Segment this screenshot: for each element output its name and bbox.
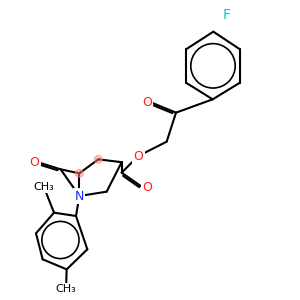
Text: CH₃: CH₃ — [56, 284, 76, 294]
Text: F: F — [223, 8, 231, 22]
Text: CH₃: CH₃ — [34, 182, 54, 192]
Text: O: O — [29, 156, 39, 169]
Text: O: O — [134, 149, 143, 163]
Circle shape — [94, 155, 102, 163]
Text: N: N — [75, 190, 84, 202]
Text: O: O — [142, 96, 152, 109]
Text: O: O — [143, 181, 152, 194]
Circle shape — [75, 169, 83, 177]
